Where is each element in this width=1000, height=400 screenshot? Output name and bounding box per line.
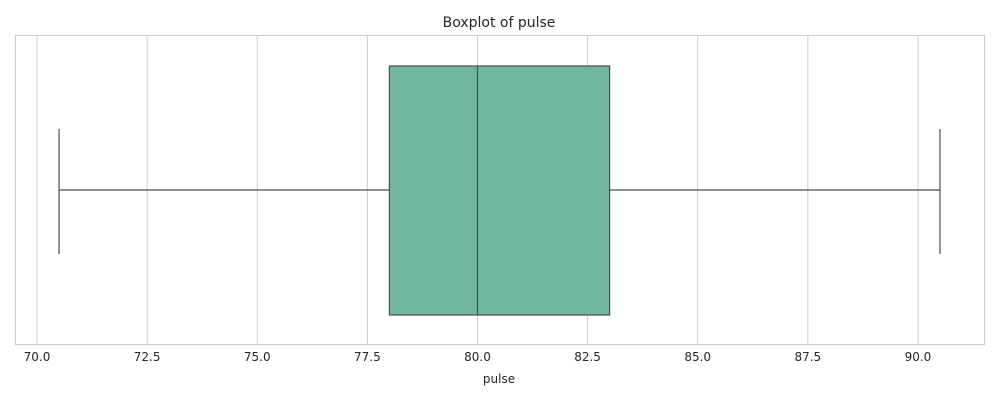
box-group <box>58 65 941 316</box>
x-tick-label: 80.0 <box>464 350 491 364</box>
x-axis-label: pulse <box>483 372 515 386</box>
chart-title: Boxplot of pulse <box>443 15 556 31</box>
x-tick-label: 90.0 <box>905 350 932 364</box>
x-tick-label: 72.5 <box>134 350 161 364</box>
x-tick-label: 82.5 <box>574 350 601 364</box>
iqr-box <box>388 65 611 316</box>
x-tick-label: 77.5 <box>354 350 381 364</box>
x-tick-label: 70.0 <box>24 350 51 364</box>
x-tick-label: 75.0 <box>244 350 271 364</box>
x-tick-label: 87.5 <box>794 350 821 364</box>
x-axis-ticks: 70.0 72.5 75.0 77.5 80.0 82.5 85.0 87.5 90.0 <box>24 350 932 364</box>
plot-frame <box>15 35 985 345</box>
x-tick-label: 85.0 <box>684 350 711 364</box>
